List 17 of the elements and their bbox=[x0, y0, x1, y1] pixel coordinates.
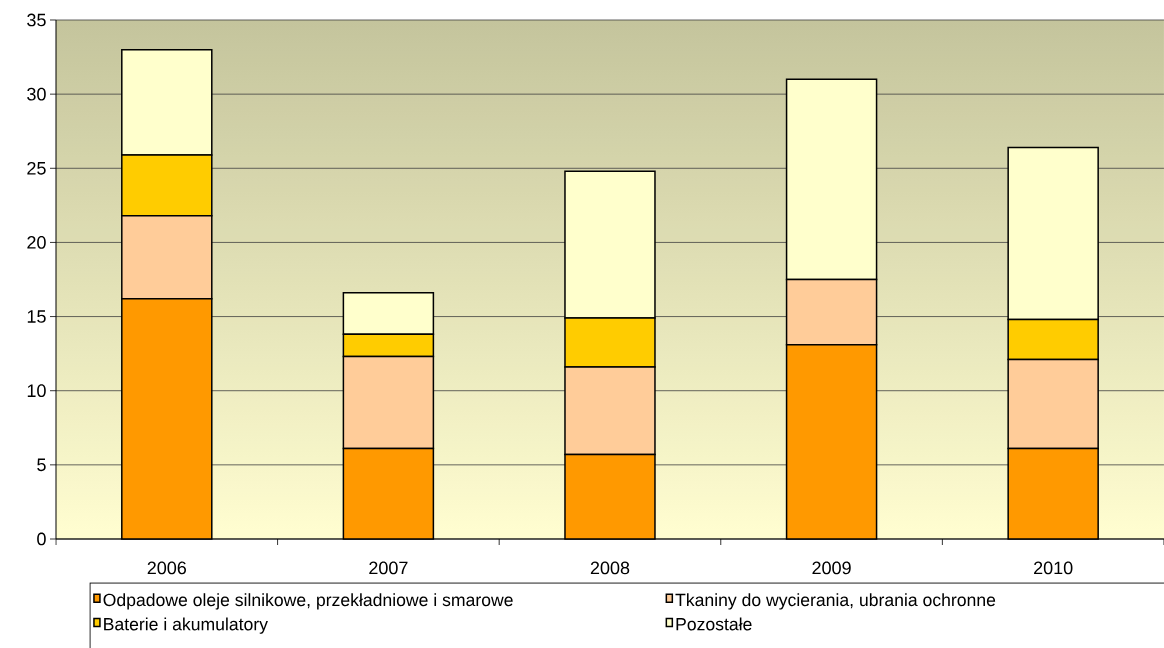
y-tick-label: 30 bbox=[27, 87, 46, 101]
y-tick-label: 15 bbox=[27, 310, 46, 323]
x-tick-label: 2008 bbox=[590, 561, 630, 575]
x-tick-label: 2009 bbox=[812, 561, 851, 575]
x-tick-label: 2010 bbox=[1034, 561, 1073, 575]
x-tick-label: 2007 bbox=[369, 561, 408, 575]
legend-label: Pozostałe bbox=[676, 617, 752, 631]
y-tick-label: 25 bbox=[27, 161, 46, 175]
legend-label: Odpadowe oleje silnikowe, przekładniowe i smarowe bbox=[103, 593, 513, 610]
y-tick-label: 5 bbox=[37, 458, 46, 472]
legend-label: Tkaniny do wycierania, ubrania ochronne bbox=[675, 593, 996, 610]
x-tick-label: 2006 bbox=[147, 561, 187, 575]
legend-label: Baterie i akumulatory bbox=[104, 617, 268, 634]
y-tick-label: 10 bbox=[27, 384, 46, 398]
y-tick-label: 0 bbox=[37, 532, 46, 546]
y-tick-label: 35 bbox=[27, 13, 46, 27]
y-tick-label: 20 bbox=[27, 236, 46, 249]
